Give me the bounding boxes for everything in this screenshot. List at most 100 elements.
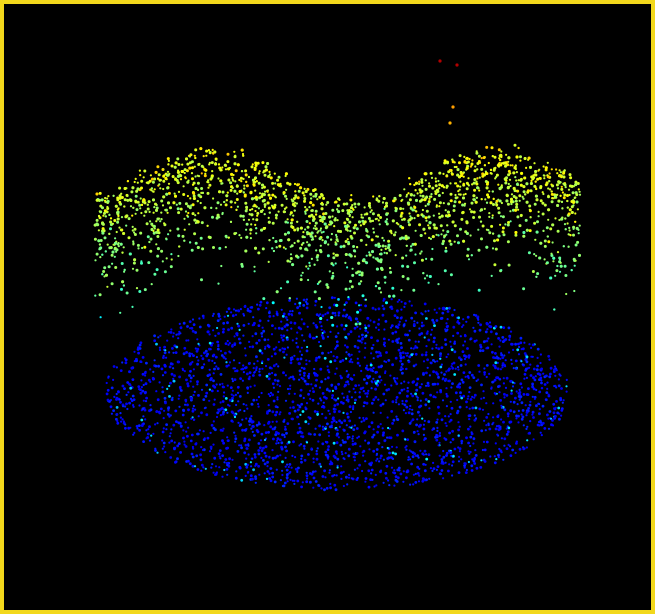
point	[355, 302, 358, 305]
point	[241, 419, 243, 421]
point	[425, 351, 427, 353]
point	[373, 434, 376, 437]
point	[255, 232, 257, 234]
point	[560, 262, 562, 264]
point	[321, 442, 324, 445]
point	[291, 314, 293, 316]
point	[410, 249, 413, 252]
point	[226, 447, 229, 450]
point	[379, 381, 381, 383]
point	[147, 181, 150, 184]
point	[190, 154, 192, 156]
point	[393, 233, 396, 236]
point	[240, 444, 242, 446]
point	[481, 157, 483, 159]
point	[220, 414, 222, 416]
point	[153, 206, 155, 208]
point	[559, 174, 561, 176]
point	[514, 231, 517, 234]
point	[169, 382, 172, 385]
point	[145, 397, 148, 400]
point	[409, 484, 411, 486]
point	[552, 241, 554, 243]
point	[209, 389, 211, 391]
point	[537, 348, 540, 351]
point	[413, 217, 415, 219]
point	[353, 226, 356, 229]
point	[267, 358, 270, 361]
point	[467, 395, 469, 397]
point	[212, 385, 215, 388]
point	[275, 240, 278, 243]
point	[289, 385, 291, 387]
point	[296, 306, 299, 309]
point	[324, 240, 327, 243]
point	[105, 215, 107, 217]
point	[120, 229, 123, 232]
point	[380, 249, 382, 251]
point	[350, 210, 353, 213]
point	[447, 202, 450, 205]
point	[163, 346, 166, 349]
point	[298, 405, 300, 407]
point	[151, 283, 153, 285]
point	[446, 395, 449, 398]
point	[271, 449, 273, 451]
point	[165, 423, 168, 426]
point	[269, 197, 272, 200]
point	[230, 386, 233, 389]
point	[319, 229, 321, 231]
point	[308, 206, 310, 208]
point	[488, 190, 490, 192]
point	[305, 190, 308, 193]
point	[308, 215, 310, 217]
point	[285, 374, 287, 376]
point	[184, 399, 187, 402]
point	[345, 324, 348, 327]
point	[284, 436, 286, 438]
point	[542, 191, 544, 193]
point	[484, 340, 486, 342]
point	[550, 423, 553, 426]
point	[401, 389, 404, 392]
point	[391, 446, 393, 448]
point	[360, 214, 362, 216]
point	[436, 189, 439, 192]
point	[426, 210, 429, 213]
point	[249, 362, 251, 364]
point	[98, 215, 100, 217]
point	[492, 190, 494, 192]
point	[345, 476, 348, 479]
point	[506, 394, 509, 397]
point	[252, 374, 255, 377]
point	[464, 358, 466, 360]
point	[268, 404, 270, 406]
point	[335, 428, 337, 430]
point	[443, 373, 446, 376]
point	[392, 219, 395, 222]
point	[383, 307, 386, 310]
point	[265, 307, 267, 309]
point	[251, 458, 253, 460]
point	[383, 239, 385, 241]
point	[418, 341, 420, 343]
point	[202, 398, 205, 401]
point	[505, 154, 507, 156]
point	[214, 399, 216, 401]
point	[186, 163, 189, 166]
point	[300, 486, 303, 489]
point	[162, 195, 165, 198]
point	[252, 205, 254, 207]
point	[280, 239, 283, 242]
point	[365, 367, 368, 370]
point	[326, 236, 329, 239]
point	[414, 393, 417, 396]
point	[545, 398, 548, 401]
point	[185, 202, 188, 205]
point	[256, 366, 258, 368]
point	[510, 359, 512, 361]
point	[457, 316, 460, 319]
point	[336, 403, 339, 406]
point	[128, 402, 131, 405]
point	[179, 323, 181, 325]
